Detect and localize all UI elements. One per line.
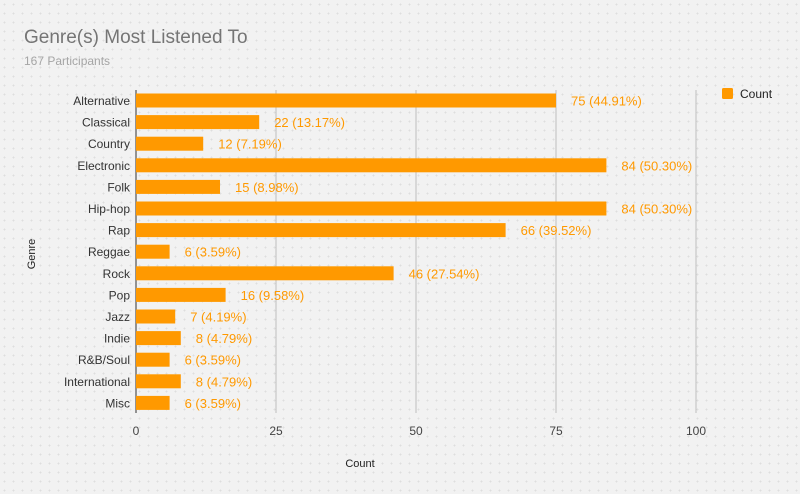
bar: [136, 309, 176, 324]
data-label: 84 (50.30%): [621, 158, 692, 173]
data-label: 75 (44.91%): [571, 94, 642, 109]
category-label: R&B/Soul: [78, 353, 130, 367]
category-label: Misc: [105, 396, 130, 410]
category-label: Rap: [108, 224, 130, 238]
data-label: 66 (39.52%): [521, 223, 592, 238]
data-label: 6 (3.59%): [185, 353, 241, 368]
category-label: Alternative: [73, 94, 130, 108]
category-label: Pop: [109, 288, 131, 302]
category-label: Classical: [82, 116, 130, 130]
x-axis-title: Count: [345, 458, 374, 470]
bar: [136, 331, 181, 346]
bar: [136, 179, 220, 194]
category-label: Hip-hop: [88, 202, 130, 216]
legend-swatch: [722, 88, 733, 99]
x-tick-label: 75: [549, 424, 563, 438]
data-label: 6 (3.59%): [185, 245, 241, 260]
data-label: 46 (27.54%): [409, 266, 480, 281]
category-label: Jazz: [105, 310, 130, 324]
chart-subtitle: 167 Participants: [24, 54, 110, 68]
legend-label: Count: [740, 87, 773, 101]
bar: [136, 244, 170, 259]
category-label: Folk: [107, 180, 131, 194]
category-label: Indie: [104, 332, 130, 346]
data-label: 8 (4.79%): [196, 331, 252, 346]
chart-title: Genre(s) Most Listened To: [24, 27, 248, 48]
bars: [136, 93, 607, 410]
category-label: Reggae: [88, 245, 130, 259]
x-tick-label: 50: [409, 424, 423, 438]
data-labels: 75 (44.91%) 22 (13.17%) 12 (7.19%) 84 (50.3…: [185, 94, 693, 411]
category-label: International: [64, 375, 130, 389]
data-label: 84 (50.30%): [621, 202, 692, 217]
bar: [136, 136, 204, 151]
data-label: 6 (3.59%): [185, 396, 241, 411]
bar: [136, 115, 260, 130]
data-label: 7 (4.19%): [190, 310, 246, 325]
category-label: Rock: [103, 267, 131, 281]
bar: [136, 374, 181, 389]
bar: [136, 287, 226, 302]
bar: [136, 201, 607, 216]
category-label: Electronic: [77, 159, 130, 173]
legend: Count: [722, 87, 773, 101]
y-axis-title: Genre: [26, 239, 38, 270]
x-tick-label: 0: [133, 424, 140, 438]
bar: [136, 223, 506, 238]
x-tick-label: 100: [686, 424, 706, 438]
bar: [136, 395, 170, 410]
x-tick-label: 25: [269, 424, 283, 438]
data-label: 15 (8.98%): [235, 180, 299, 195]
x-tick-labels: 0 25 50 75 100: [133, 424, 707, 438]
bar: [136, 93, 556, 108]
category-labels: Alternative Classical Country Electronic Fol…: [64, 94, 131, 410]
data-label: 12 (7.19%): [218, 137, 282, 152]
category-label: Country: [88, 137, 130, 151]
bar: [136, 352, 170, 367]
data-label: 16 (9.58%): [241, 288, 305, 303]
data-label: 22 (13.17%): [274, 115, 345, 130]
bar: [136, 158, 607, 173]
data-label: 8 (4.79%): [196, 374, 252, 389]
bar: [136, 266, 394, 281]
